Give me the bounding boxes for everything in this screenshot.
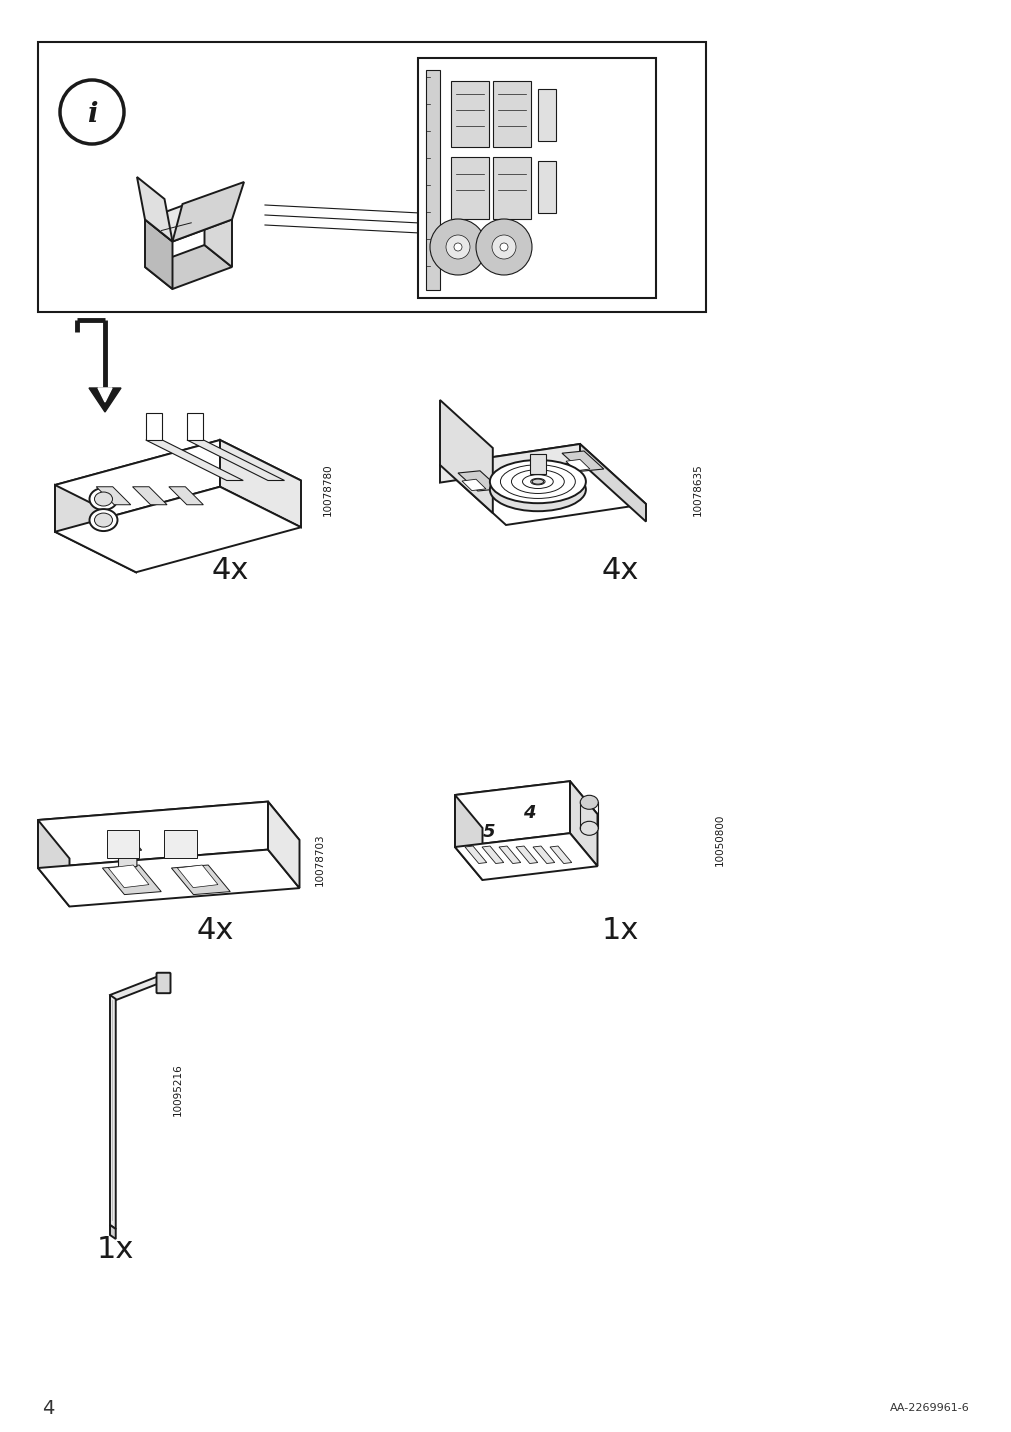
Polygon shape xyxy=(440,400,492,513)
Polygon shape xyxy=(565,460,589,471)
Polygon shape xyxy=(204,198,232,266)
Circle shape xyxy=(446,235,469,259)
FancyBboxPatch shape xyxy=(157,972,170,994)
Bar xyxy=(38,42,706,312)
Text: 10078780: 10078780 xyxy=(323,464,333,517)
FancyBboxPatch shape xyxy=(492,158,531,219)
Polygon shape xyxy=(440,444,579,483)
Polygon shape xyxy=(136,178,172,242)
Bar xyxy=(165,829,196,858)
Polygon shape xyxy=(455,782,569,846)
Polygon shape xyxy=(96,487,130,504)
Text: 10078703: 10078703 xyxy=(314,833,325,886)
Polygon shape xyxy=(38,849,299,906)
FancyBboxPatch shape xyxy=(538,160,555,213)
FancyBboxPatch shape xyxy=(492,82,531,147)
Polygon shape xyxy=(549,846,571,863)
Polygon shape xyxy=(481,846,503,863)
Polygon shape xyxy=(177,865,217,888)
Polygon shape xyxy=(145,219,172,289)
Polygon shape xyxy=(516,846,537,863)
Polygon shape xyxy=(38,821,70,906)
Ellipse shape xyxy=(579,822,598,835)
Text: AA-2269961-6: AA-2269961-6 xyxy=(890,1403,969,1413)
Ellipse shape xyxy=(89,488,117,510)
Circle shape xyxy=(430,219,485,275)
Polygon shape xyxy=(55,485,135,573)
FancyBboxPatch shape xyxy=(451,82,488,147)
Polygon shape xyxy=(219,440,300,527)
Text: 1x: 1x xyxy=(601,915,638,945)
Polygon shape xyxy=(464,846,486,863)
Polygon shape xyxy=(98,388,112,402)
Polygon shape xyxy=(55,440,300,526)
Polygon shape xyxy=(145,245,232,289)
Polygon shape xyxy=(561,451,604,471)
Polygon shape xyxy=(146,412,162,440)
Polygon shape xyxy=(171,865,231,895)
Ellipse shape xyxy=(94,493,112,505)
FancyBboxPatch shape xyxy=(530,454,545,474)
Polygon shape xyxy=(172,182,244,242)
Polygon shape xyxy=(145,198,232,242)
FancyBboxPatch shape xyxy=(538,89,555,140)
Circle shape xyxy=(499,243,508,251)
Polygon shape xyxy=(498,846,521,863)
Text: 4x: 4x xyxy=(601,556,638,584)
Polygon shape xyxy=(146,440,243,481)
Bar xyxy=(107,829,140,858)
Text: 10095216: 10095216 xyxy=(173,1064,183,1117)
Ellipse shape xyxy=(489,468,585,511)
Polygon shape xyxy=(38,802,268,868)
Text: 4x: 4x xyxy=(196,915,234,945)
FancyBboxPatch shape xyxy=(451,158,488,219)
Polygon shape xyxy=(110,1224,115,1239)
Polygon shape xyxy=(118,845,142,868)
Bar xyxy=(426,70,440,291)
Ellipse shape xyxy=(89,508,117,531)
Circle shape xyxy=(475,219,532,275)
Polygon shape xyxy=(187,440,284,481)
Circle shape xyxy=(60,80,124,145)
Bar xyxy=(418,59,655,298)
Polygon shape xyxy=(110,995,115,1229)
Text: 10050800: 10050800 xyxy=(715,813,724,866)
Polygon shape xyxy=(132,487,167,504)
Circle shape xyxy=(491,235,516,259)
Polygon shape xyxy=(462,480,485,491)
Text: 1x: 1x xyxy=(96,1236,133,1264)
Text: 5: 5 xyxy=(483,823,495,842)
Text: i: i xyxy=(87,100,97,127)
Polygon shape xyxy=(455,833,596,881)
Polygon shape xyxy=(102,865,161,895)
Text: 4: 4 xyxy=(42,1399,55,1418)
Polygon shape xyxy=(455,782,596,828)
Polygon shape xyxy=(455,795,482,881)
Polygon shape xyxy=(108,865,149,888)
Polygon shape xyxy=(110,975,162,1001)
Ellipse shape xyxy=(532,480,543,484)
Polygon shape xyxy=(187,412,203,440)
Polygon shape xyxy=(38,802,299,859)
Circle shape xyxy=(454,243,462,251)
Text: 4: 4 xyxy=(523,805,536,822)
Text: 10078635: 10078635 xyxy=(693,464,703,517)
Polygon shape xyxy=(569,782,596,866)
Polygon shape xyxy=(169,487,203,504)
Polygon shape xyxy=(458,471,499,491)
Ellipse shape xyxy=(489,460,585,503)
Ellipse shape xyxy=(94,513,112,527)
Polygon shape xyxy=(440,444,645,526)
Ellipse shape xyxy=(579,795,598,809)
Polygon shape xyxy=(268,802,299,888)
Polygon shape xyxy=(55,440,219,531)
Polygon shape xyxy=(579,444,645,521)
Polygon shape xyxy=(55,487,300,573)
Polygon shape xyxy=(89,388,121,412)
Text: 4x: 4x xyxy=(211,556,249,584)
Polygon shape xyxy=(533,846,554,863)
